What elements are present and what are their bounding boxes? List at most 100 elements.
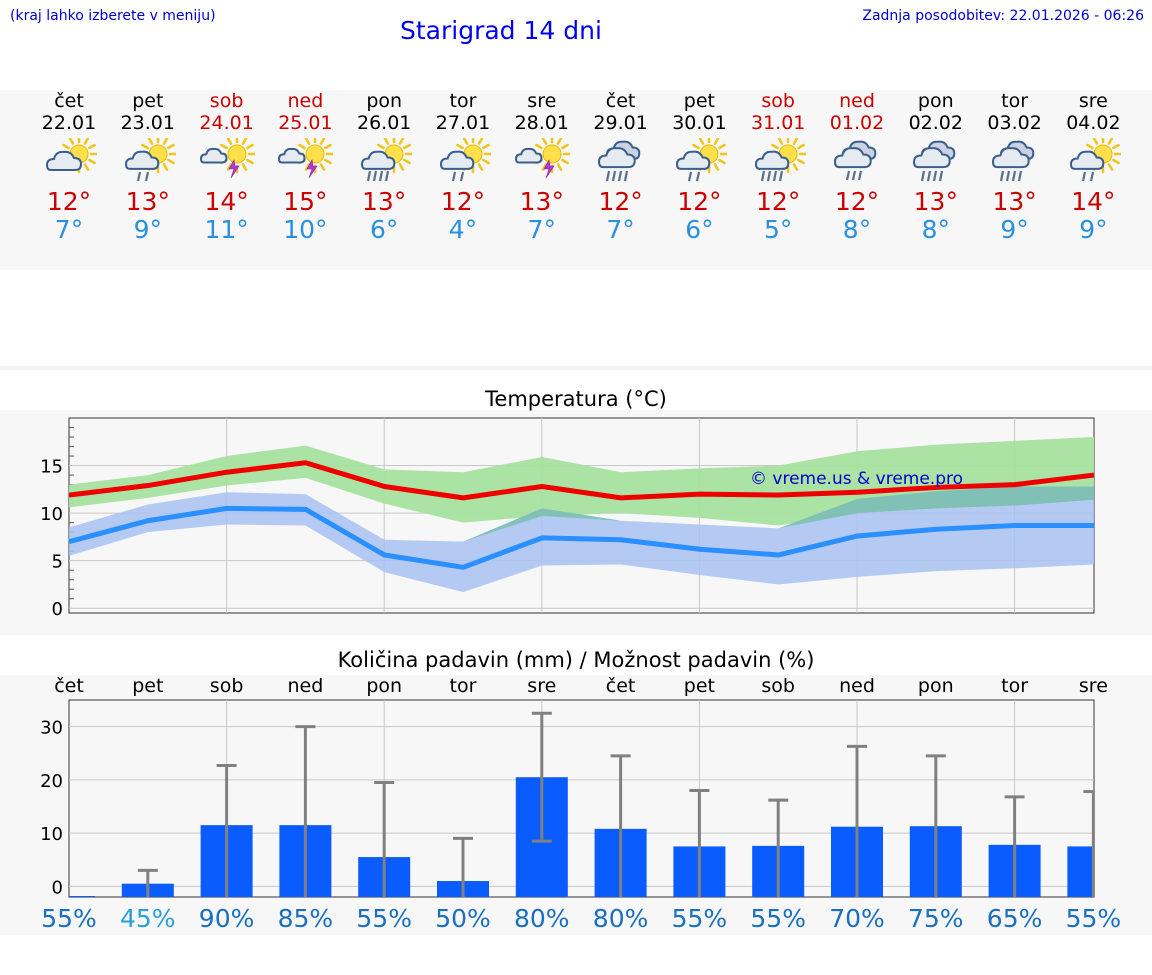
day-date: 26.01	[356, 112, 412, 134]
watermark: © vreme.us & vreme.pro	[750, 469, 963, 489]
day-name: pet	[132, 90, 164, 112]
x-day-label: sob	[761, 675, 795, 697]
x-day-label: sre	[1079, 675, 1108, 697]
range-overlap-band	[69, 486, 1094, 542]
day-date: 22.01	[41, 112, 97, 134]
y-tick-label: 10	[40, 504, 63, 525]
precip-probability: 55%	[672, 904, 728, 933]
day-name: tor	[449, 90, 477, 112]
forecast-band	[0, 90, 1152, 270]
max-temperature: 13°	[913, 187, 958, 216]
x-day-label: tor	[1001, 675, 1028, 697]
max-temperature: 12°	[834, 187, 880, 216]
forecast-day: pet 30.01 12° 6°	[654, 90, 744, 244]
forecast-day: sre 28.01 13° 7°	[497, 90, 587, 244]
precip-bar	[1067, 846, 1094, 897]
day-name: čet	[605, 90, 636, 112]
day-date: 28.01	[514, 112, 569, 134]
day-date: 25.01	[278, 112, 333, 134]
precip-probability: 55%	[41, 904, 97, 933]
sun-cloud-rain-icon	[439, 138, 491, 182]
min-temperature: 7°	[54, 215, 84, 244]
precip-probability: 90%	[199, 904, 255, 933]
page-title: Starigrad 14 dni	[400, 16, 602, 45]
y-tick-label: 5	[52, 552, 63, 573]
sun-thunderstorm-icon	[514, 138, 570, 179]
min-temperature: 11°	[204, 215, 249, 244]
y-tick-label: 20	[40, 771, 63, 792]
min-temperature: 9°	[1000, 215, 1029, 244]
x-day-label: pet	[132, 675, 163, 697]
day-date: 27.01	[435, 112, 491, 134]
precip-probability: 45%	[120, 904, 176, 933]
temperature-chart: 0 5 10 15 © vreme.us & vreme.pro	[40, 417, 1095, 620]
forecast-day: sob 31.01 12° 5°	[733, 90, 823, 244]
day-date: 02.02	[908, 112, 963, 134]
forecast-day: sre 04.02 14° 9°	[1048, 90, 1138, 244]
min-temperature: 9°	[1079, 215, 1108, 244]
day-name: pon	[917, 90, 954, 112]
y-tick-label: 30	[40, 718, 63, 739]
location-hint: (kraj lahko izberete v meniju)	[10, 8, 216, 24]
day-name: pet	[683, 90, 715, 112]
precip-probability: 80%	[593, 904, 649, 933]
day-date: 31.01	[750, 112, 806, 134]
forecast-day: ned 01.02 12° 8°	[812, 90, 902, 244]
day-name: sre	[527, 90, 557, 112]
partly-cloudy-sun-icon	[45, 138, 97, 174]
day-name: sob	[209, 90, 244, 112]
temperature-chart-title: Temperatura (°C)	[485, 387, 667, 411]
y-tick-label: 0	[52, 599, 63, 620]
sun-cloud-rain-icon	[124, 138, 176, 182]
min-temperature: 10°	[283, 215, 328, 244]
max-temp-line	[68, 460, 1095, 501]
min-temperature: 7°	[527, 215, 556, 244]
day-date: 29.01	[593, 112, 648, 134]
y-tick-label: 0	[52, 877, 63, 898]
day-name: ned	[839, 90, 875, 112]
day-date: 01.02	[829, 112, 885, 134]
forecast-day: čet 22.01 12° 7°	[24, 90, 114, 244]
max-temperature: 12°	[598, 187, 643, 216]
max-temperature: 12°	[756, 187, 801, 216]
min-temperature: 9°	[133, 215, 162, 244]
max-temp-range-band	[69, 437, 1094, 526]
y-tick-label: 10	[40, 824, 63, 845]
max-temperature: 12°	[440, 187, 486, 216]
day-name: ned	[287, 90, 324, 112]
max-temperature: 13°	[992, 187, 1037, 216]
x-day-label: sob	[210, 675, 244, 697]
sun-cloud-heavy-rain-icon	[755, 138, 807, 182]
separator	[0, 366, 1152, 370]
x-day-label: ned	[839, 675, 875, 697]
day-date: 23.01	[120, 112, 175, 134]
min-temperature: 7°	[606, 215, 635, 244]
sun-thunderstorm-icon	[278, 138, 334, 179]
min-temperature: 8°	[921, 215, 950, 244]
precip-probability: 55%	[1066, 904, 1122, 933]
x-day-label: tor	[450, 675, 477, 697]
cloud-rain-icon	[833, 140, 877, 181]
min-temperature: 6°	[369, 215, 399, 244]
min-temperature: 8°	[842, 215, 872, 244]
precip-bar	[69, 896, 95, 897]
x-day-label: pon	[918, 675, 954, 697]
forecast-day: pon 02.02 13° 8°	[891, 90, 981, 244]
forecast-day: sob 24.01 14° 11°	[182, 90, 272, 244]
precipitation-chart-title: Količina padavin (mm) / Možnost padavin …	[337, 648, 815, 672]
min-temp-line	[68, 505, 1094, 570]
y-tick-label: 15	[40, 457, 63, 478]
forecast-day: pet 23.01 13° 9°	[103, 90, 193, 244]
precip-probability: 75%	[908, 904, 964, 933]
forecast-day: ned 25.01 15° 10°	[260, 90, 350, 244]
x-day-label: ned	[288, 675, 324, 697]
sun-cloud-heavy-rain-icon	[361, 138, 413, 182]
x-day-label: pet	[684, 675, 715, 697]
min-temperature: 5°	[763, 215, 793, 244]
max-temperature: 14°	[1071, 187, 1116, 216]
sun-cloud-rain-icon	[676, 138, 728, 182]
day-date: 24.01	[199, 112, 254, 134]
precip-probability: 70%	[829, 904, 885, 933]
day-name: sob	[761, 90, 795, 112]
min-temperature: 6°	[685, 215, 714, 244]
